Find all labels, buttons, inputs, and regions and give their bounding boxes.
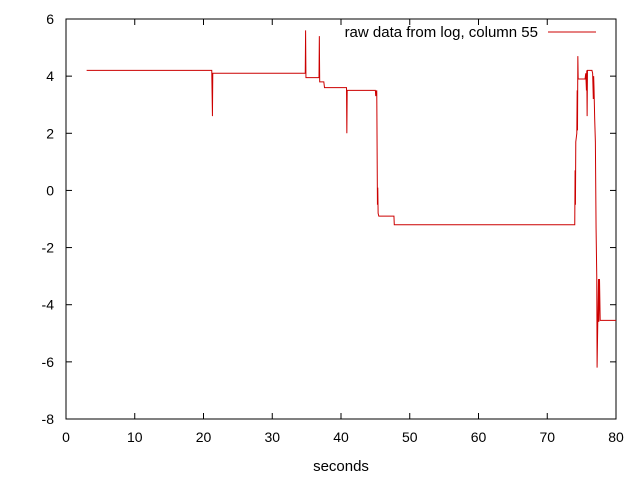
y-tick-label: -2 bbox=[42, 240, 55, 256]
y-tick-label: -6 bbox=[42, 354, 55, 370]
legend: raw data from log, column 55 bbox=[345, 24, 596, 41]
x-axis-ticks: 0 10 20 30 40 50 60 70 80 bbox=[62, 19, 624, 445]
x-tick-label: 50 bbox=[402, 429, 418, 445]
y-tick-label: 6 bbox=[46, 11, 54, 27]
x-tick-label: 60 bbox=[471, 429, 487, 445]
legend-label: raw data from log, column 55 bbox=[345, 24, 538, 41]
plot-frame bbox=[65, 18, 617, 420]
x-tick-label: 20 bbox=[196, 429, 212, 445]
y-tick-label: 0 bbox=[46, 182, 54, 198]
y-axis-ticks: -8 -6 -4 -2 0 2 4 6 bbox=[42, 11, 616, 427]
x-axis-title: seconds bbox=[313, 458, 369, 475]
x-tick-label: 40 bbox=[333, 429, 349, 445]
x-tick-label: 10 bbox=[127, 429, 143, 445]
y-tick-label: 2 bbox=[46, 125, 54, 141]
x-tick-label: 30 bbox=[264, 429, 280, 445]
series-line-0 bbox=[86, 30, 616, 368]
series-layer bbox=[86, 30, 616, 368]
x-tick-label: 80 bbox=[608, 429, 624, 445]
x-tick-label: 70 bbox=[539, 429, 555, 445]
y-tick-label: -8 bbox=[42, 411, 55, 427]
y-tick-label: -4 bbox=[42, 297, 55, 313]
y-tick-label: 4 bbox=[46, 68, 54, 84]
x-tick-label: 0 bbox=[62, 429, 70, 445]
